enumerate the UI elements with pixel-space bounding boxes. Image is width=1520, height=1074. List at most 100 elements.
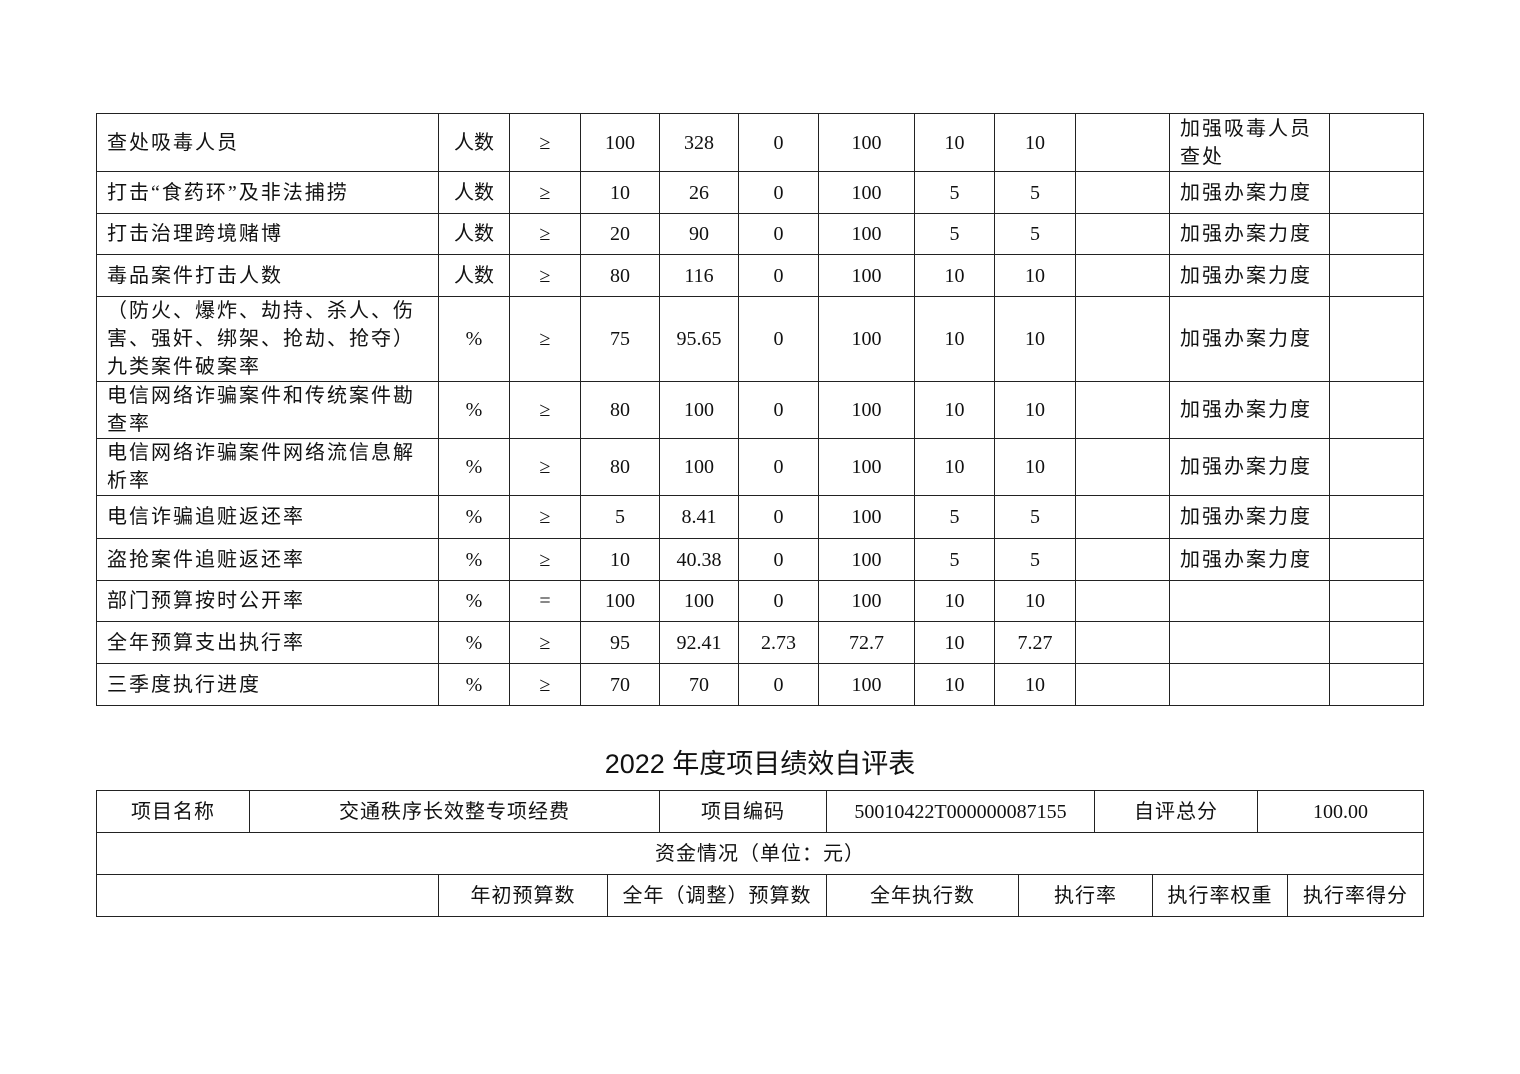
table-cell: 0 [738,538,819,581]
funds-table: 年初预算数 全年（调整）预算数 全年执行数 执行率 执行率权重 执行率得分 [96,874,1424,917]
table-row: 电信诈骗追赃返还率% ≥5 8.41 0 100 5 5 加强办案力度 [96,495,1424,539]
table-cell: 10 [914,254,995,297]
table-cell: 10 [994,438,1076,496]
table-cell: 95.65 [659,296,739,382]
table-cell: 5 [580,495,660,539]
table-cell: 0 [738,495,819,539]
funds-col: 全年（调整）预算数 [607,874,827,917]
table-cell: 10 [994,296,1076,382]
table-cell: 5 [994,213,1076,255]
table-cell [1329,621,1424,664]
table-cell: 72.7 [818,621,915,664]
table-cell: 10 [580,538,660,581]
table-cell: 2.73 [738,621,819,664]
funds-col: 执行率权重 [1152,874,1288,917]
table-cell: % [438,381,510,439]
table-cell: 10 [994,381,1076,439]
table-cell: 5 [994,538,1076,581]
table-cell: % [438,663,510,706]
table-cell [1329,254,1424,297]
table-cell: 10 [914,580,995,622]
table-cell: ≥ [509,381,581,439]
table-cell: ≥ [509,621,581,664]
table-row: 电信网络诈骗案件和传统案件勘查率% ≥80 100 0 100 10 10 加强办案力度 [96,381,1424,439]
project-code: 50010422T000000087155 [826,790,1095,833]
table-cell: 电信诈骗追赃返还率 [96,495,439,539]
table-cell: ≥ [509,538,581,581]
table-cell [1075,495,1170,539]
project-info-row: 项目名称 交通秩序长效整专项经费 项目编码 50010422T000000087… [96,790,1424,833]
table-row: 全年预算支出执行率% ≥95 92.41 2.73 72.7 10 7.27 [96,621,1424,664]
table-cell: 0 [738,254,819,297]
table-cell [1329,113,1424,172]
table-cell: ≥ [509,438,581,496]
table-cell: 10 [914,296,995,382]
table-cell: 100 [818,538,915,581]
table-cell [1169,621,1330,664]
table-cell: 0 [738,663,819,706]
table-cell: 加强办案力度 [1169,296,1330,382]
table-cell: 0 [738,113,819,172]
table-cell: 328 [659,113,739,172]
funds-col: 年初预算数 [438,874,608,917]
table-cell: 8.41 [659,495,739,539]
table-cell: 0 [738,171,819,214]
table-cell: = [509,580,581,622]
table-cell: 0 [738,296,819,382]
total-score-label: 自评总分 [1094,790,1258,833]
table-cell: 100 [818,113,915,172]
table-cell: 5 [914,213,995,255]
funds-columns-row: 年初预算数 全年（调整）预算数 全年执行数 执行率 执行率权重 执行率得分 [96,874,1424,917]
table-cell: 70 [580,663,660,706]
funds-col: 全年执行数 [826,874,1019,917]
table-cell: 10 [914,381,995,439]
table-cell: ≥ [509,254,581,297]
table-row: 打击治理跨境赌博 人数 ≥20 90 0 100 5 5 加强办案力度 [96,213,1424,255]
table-cell: % [438,438,510,496]
table-cell: 100 [659,580,739,622]
table-cell: 0 [738,580,819,622]
table-cell [1329,663,1424,706]
table-cell [1075,621,1170,664]
table-cell [1329,580,1424,622]
table-row: 毒品案件打击人数 人数 ≥80 116 0 100 10 10 加强办案力度 [96,254,1424,297]
table-cell: 100 [818,254,915,297]
project-info-table: 项目名称 交通秩序长效整专项经费 项目编码 50010422T000000087… [96,790,1424,875]
table-cell: 打击治理跨境赌博 [96,213,439,255]
table-cell: ≥ [509,213,581,255]
table-cell: 人数 [438,254,510,297]
table-cell: 100 [818,213,915,255]
table-cell: 10 [994,113,1076,172]
form-title: 2022 年度项目绩效自评表 [604,749,916,779]
table-cell: % [438,621,510,664]
table-cell: 10 [914,663,995,706]
table-cell: 电信网络诈骗案件和传统案件勘查率 [96,381,439,439]
table-cell [1075,113,1170,172]
table-cell: 100 [818,171,915,214]
table-cell: 5 [914,538,995,581]
table-cell: % [438,296,510,382]
table-cell: 电信网络诈骗案件网络流信息解析率 [96,438,439,496]
table-cell [1329,171,1424,214]
table-cell: 5 [994,495,1076,539]
table-cell: （防火、爆炸、劫持、杀人、伤害、强奸、绑架、抢劫、抢夺）九类案件破案率 [96,296,439,382]
table-cell: 20 [580,213,660,255]
table-cell [1075,296,1170,382]
project-code-label: 项目编码 [659,790,827,833]
table-cell: 10 [580,171,660,214]
table-cell: 100 [818,381,915,439]
table-cell [1169,580,1330,622]
funds-col: 执行率得分 [1287,874,1424,917]
table-cell: 5 [994,171,1076,214]
table-cell: 26 [659,171,739,214]
table-cell: 75 [580,296,660,382]
table-cell: 10 [994,254,1076,297]
table-cell [1329,381,1424,439]
table-cell: 116 [659,254,739,297]
table-row: 盗抢案件追赃返还率% ≥10 40.38 0 100 5 5 加强办案力度 [96,538,1424,581]
table-cell: 40.38 [659,538,739,581]
table-cell: ≥ [509,171,581,214]
table-cell: 加强办案力度 [1169,171,1330,214]
table-cell: 95 [580,621,660,664]
table-cell: 10 [994,580,1076,622]
